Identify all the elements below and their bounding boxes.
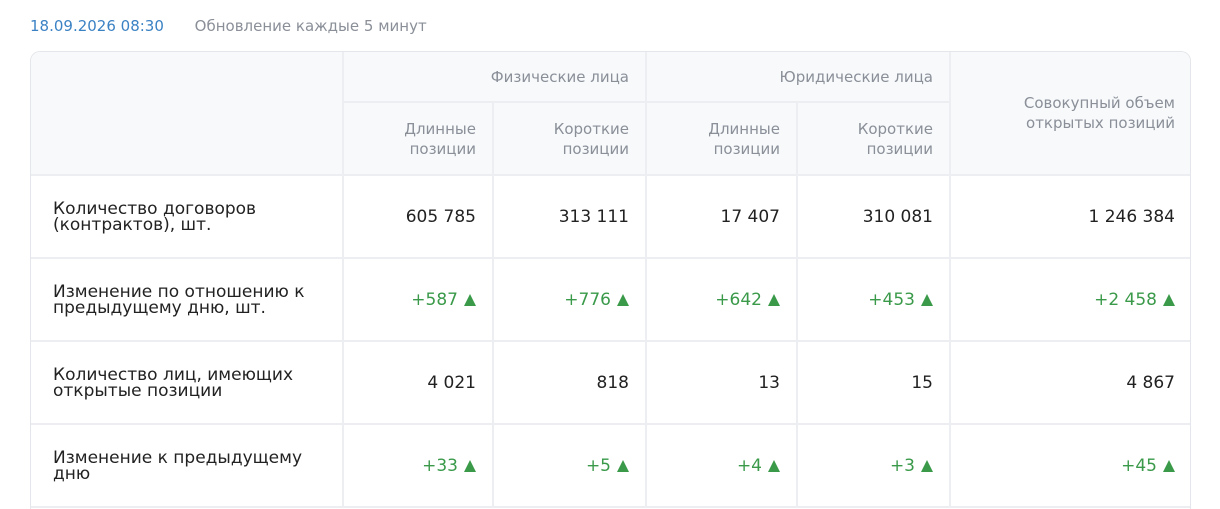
cell-value: +5	[585, 455, 611, 476]
change-cell: +3	[796, 423, 951, 508]
up-arrow	[768, 293, 780, 306]
cell-value: +3	[889, 455, 915, 476]
subheader-text: Длинные позиции	[708, 119, 780, 158]
cell-value: +4	[736, 455, 762, 476]
timestamp: 18.09.2026 08:30	[30, 17, 164, 35]
value-cell: 4 021	[342, 340, 494, 425]
subheader: Длинные позиции	[343, 101, 494, 176]
up-arrow	[921, 459, 933, 472]
subheader-text: Длинные позиции	[404, 119, 476, 158]
subheader-text: Короткие позиции	[857, 119, 933, 158]
row-label: Количество лиц, имеющих открытые позиции	[53, 364, 294, 401]
up-arrow-icon	[1163, 459, 1175, 472]
table-row: Количество лиц, имеющих открытые позиции…	[31, 340, 1190, 425]
table-container: Физические лица Юридические лица Совокупны…	[30, 51, 1191, 509]
cell-value: 4 867	[1126, 372, 1175, 393]
subheader-row: Длинные позиции Короткие позиции Длинные п…	[31, 101, 1190, 176]
up-arrow	[464, 293, 476, 306]
total-header-text: Совокупный объем открытых позиций	[1023, 94, 1175, 132]
value-cell: 17 407	[645, 174, 798, 259]
cell-value: 17 407	[720, 206, 780, 227]
change-cell: +453	[796, 257, 951, 342]
up-arrow	[768, 459, 780, 472]
cell-value: +587	[411, 289, 458, 310]
cell-value: +45	[1121, 455, 1157, 476]
subheader: Длинные позиции	[645, 101, 798, 176]
subheader-text: Короткие позиции	[553, 119, 629, 158]
change-cell: +642	[645, 257, 798, 342]
row-label: Изменение к предыдущему дню	[53, 447, 303, 484]
cell-value: 818	[596, 372, 629, 393]
cell-value: 4 021	[427, 372, 476, 393]
cell-value: 1 246 384	[1088, 206, 1175, 227]
cell-value: 13	[758, 372, 780, 393]
change-cell: +45	[949, 423, 1190, 508]
positions-table: Физические лица Юридические лица Совокупны…	[31, 52, 1190, 508]
up-arrow	[617, 459, 629, 472]
up-arrow	[921, 293, 933, 306]
change-cell: +776	[492, 257, 647, 342]
cell-value: +776	[564, 289, 611, 310]
cell-value: +642	[715, 289, 762, 310]
corner-cell	[31, 52, 344, 176]
cell-value: 15	[911, 372, 933, 393]
table-row: Изменение по отношению к предыдущему дню…	[31, 257, 1190, 342]
up-arrow-icon	[617, 293, 629, 306]
value-cell: 313 111	[492, 174, 647, 259]
row-label-cell: Изменение по отношению к предыдущему дню…	[31, 257, 344, 342]
up-arrow-icon	[617, 459, 629, 472]
row-label-cell: Количество лиц, имеющих открытые позиции	[31, 340, 344, 425]
cell-value: 310 081	[862, 206, 933, 227]
up-arrow-icon	[921, 459, 933, 472]
change-cell: +2 458	[949, 257, 1190, 342]
cell-value: +33	[422, 455, 458, 476]
change-cell: +4	[645, 423, 798, 508]
up-arrow-icon	[768, 459, 780, 472]
row-label: Изменение по отношению к предыдущему дню…	[53, 281, 305, 318]
up-arrow-icon	[921, 293, 933, 306]
value-cell: 13	[645, 340, 798, 425]
up-arrow-icon	[1163, 293, 1175, 306]
table-row: Количество договоров (контрактов), шт. 60…	[31, 174, 1190, 259]
row-label-cell: Количество договоров (контрактов), шт.	[31, 174, 344, 259]
subheader: Короткие позиции	[796, 101, 950, 176]
up-arrow-icon	[464, 293, 476, 306]
change-cell: +5	[492, 423, 647, 508]
table-body: Количество договоров (контрактов), шт. 60…	[31, 174, 1190, 508]
cell-value: +2 458	[1094, 289, 1157, 310]
value-cell: 605 785	[342, 174, 494, 259]
update-note: Обновление каждые 5 минут	[194, 17, 427, 35]
value-cell: 1 246 384	[949, 174, 1190, 259]
up-arrow	[1163, 459, 1175, 472]
group-header: Физические лица	[342, 52, 647, 103]
cell-value: 313 111	[558, 206, 629, 227]
up-arrow	[617, 293, 629, 306]
change-cell: +587	[342, 257, 494, 342]
row-label: Количество договоров (контрактов), шт.	[53, 198, 257, 235]
table-head: Физические лица Юридические лица Совокупны…	[31, 52, 1190, 176]
header: 18.09.2026 08:30 Обновление каждые 5 мин…	[30, 17, 427, 35]
group-header-row: Физические лица Юридические лица Совокупны…	[31, 52, 1190, 176]
up-arrow	[1163, 293, 1175, 306]
up-arrow	[464, 459, 476, 472]
subheader: Короткие позиции	[492, 101, 647, 176]
value-cell: 818	[492, 340, 647, 425]
cell-value: +453	[868, 289, 915, 310]
cell-value: 605 785	[405, 206, 476, 227]
value-cell: 4 867	[949, 340, 1190, 425]
up-arrow-icon	[464, 459, 476, 472]
value-cell: 15	[796, 340, 951, 425]
group-header: Юридические лица	[645, 52, 951, 103]
value-cell: 310 081	[796, 174, 951, 259]
total-header: Совокупный объем открытых позиций	[949, 52, 1190, 176]
table-row: Изменение к предыдущему дню +33 +5 +4 +3 +45	[31, 423, 1190, 508]
row-label-cell: Изменение к предыдущему дню	[31, 423, 344, 508]
change-cell: +33	[342, 423, 494, 508]
up-arrow-icon	[768, 293, 780, 306]
